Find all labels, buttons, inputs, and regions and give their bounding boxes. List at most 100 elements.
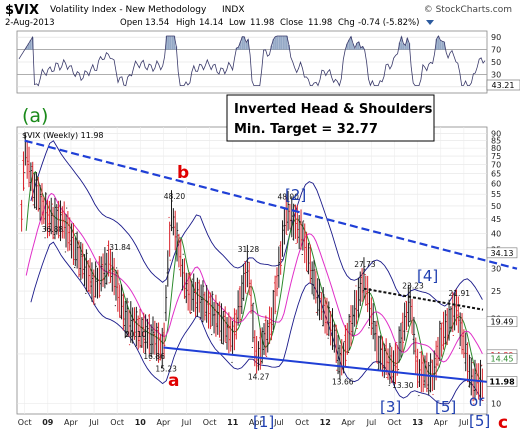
- upper-band: [30, 140, 483, 307]
- chg-value: -0.74 (-5.82%): [358, 18, 419, 28]
- right-value-label: 19.49: [491, 318, 514, 327]
- price-annotation-label: 20.10: [125, 330, 147, 339]
- price-annotation-label: 23.23: [402, 282, 424, 291]
- wave-label-a: a: [168, 371, 179, 391]
- x-tick-label: Apr: [64, 418, 79, 427]
- header-date: 2-Aug-2013: [5, 18, 55, 28]
- open-label: Open: [120, 18, 143, 28]
- price-annotation-label: 31.28: [238, 245, 260, 254]
- x-tick-label: 09: [42, 418, 54, 427]
- right-value-label: 34.13: [491, 249, 514, 258]
- x-tick-label: Jul: [181, 418, 192, 427]
- price-annotation-label: 13.66: [332, 378, 354, 387]
- price-annotation-label: 14.27: [248, 372, 270, 381]
- x-tick-label: Apr: [434, 418, 449, 427]
- wave-label-b: b: [177, 163, 189, 183]
- x-tick-label: Oct: [110, 418, 124, 427]
- price-annotation-label: 27.73: [354, 260, 376, 269]
- x-tick-label: Oct: [18, 418, 32, 427]
- indicator-value-box: [486, 79, 520, 91]
- trendlines: [24, 139, 518, 384]
- price-annotation-label: 48.20: [164, 192, 186, 201]
- x-tick-label: 11: [227, 418, 239, 427]
- annotation-box: [226, 94, 435, 142]
- price-tick-label: 40: [491, 229, 501, 238]
- price-annotation-label: 15.23: [155, 364, 177, 373]
- wave-label-2: [2]: [285, 186, 306, 204]
- short-ma-line: [25, 170, 483, 382]
- x-tick-label: Apr: [249, 418, 264, 427]
- right-value-box: [486, 353, 518, 364]
- wave-label-1: [1]: [253, 413, 274, 429]
- x-tick-label: Oct: [295, 418, 309, 427]
- right-value-label: 14.45: [491, 354, 514, 363]
- price-annotation-label: 48.00: [277, 192, 299, 201]
- neckline-dotted-trendline: [363, 287, 484, 311]
- price-tick-label: 55: [491, 190, 501, 199]
- price-tick-label: 85: [491, 137, 501, 146]
- high-label: High: [176, 18, 196, 28]
- price-tick-label: 10: [491, 400, 501, 409]
- moving-averages: [25, 170, 483, 382]
- x-tick-label: Apr: [341, 418, 356, 427]
- price-tick-label: 90: [491, 130, 501, 139]
- watermark: © StockCharts.com: [424, 5, 512, 15]
- price-tick-label: 65: [491, 170, 501, 179]
- indicator-line: [18, 35, 486, 87]
- annotation-line1: Inverted Head & Shoulders: [234, 102, 433, 117]
- x-ticks: Oct 09 Apr Jul Oct 10 Apr Jul Oct 11 Apr Jul Oct 12 Ap…: [18, 418, 469, 427]
- x-tick-label: Jul: [273, 418, 284, 427]
- indicator-value: 43.21: [492, 81, 515, 90]
- wave-label-3: [3]: [380, 398, 401, 416]
- lower-support-trendline: [163, 346, 493, 384]
- indicator-tick-label: 70: [491, 46, 501, 55]
- x-tick-label: Apr: [156, 418, 171, 427]
- price-annotation-label: 21.91: [449, 289, 471, 298]
- price-tick-label: 50: [491, 202, 501, 211]
- x-tick-label: Oct: [388, 418, 402, 427]
- price-bars: [20, 132, 484, 405]
- price-tick-label: 70: [491, 161, 501, 170]
- high-value: 14.14: [199, 18, 223, 28]
- right-value-box: [486, 376, 518, 387]
- header-name: Volatility Index - New Methodology: [50, 5, 207, 15]
- price-annotation-label: 16.86: [143, 352, 165, 361]
- price-tick-label: 45: [491, 215, 501, 224]
- low-label: Low: [229, 18, 246, 28]
- price-ticks: 9085807570656055504540353025201510: [491, 130, 501, 409]
- dropdown-arrow-icon[interactable]: [426, 20, 434, 25]
- price-annotation-label: 31.84: [109, 243, 131, 252]
- x-tick-label: 10: [135, 418, 147, 427]
- price-labels: 36.88 31.84 20.10 16.86 15.23 48.20 31.28 14.27…: [42, 192, 471, 390]
- x-tick-label: Jul: [458, 418, 469, 427]
- chg-label: Chg: [338, 18, 355, 28]
- low-value: 11.98: [250, 18, 274, 28]
- annotation-line2: Min. Target = 32.77: [234, 122, 378, 137]
- right-value-box: [486, 247, 518, 259]
- wave-label-or: or: [469, 392, 485, 410]
- wave-label-c: c: [498, 413, 508, 429]
- indicator-tick-label: 90: [491, 33, 501, 42]
- right-value-box: [486, 316, 518, 328]
- x-tick-label: 12: [320, 418, 331, 427]
- x-tick-label: 13: [412, 418, 423, 427]
- upper-dashed-trendline: [24, 139, 518, 270]
- price-tick-label: 30: [491, 265, 501, 274]
- x-tick-label: Jul: [88, 418, 99, 427]
- indicator-tick-label: 30: [491, 70, 501, 79]
- price-tick-label: 75: [491, 152, 501, 161]
- x-tick-label: Jul: [366, 418, 377, 427]
- header-exchange: INDX: [222, 5, 244, 15]
- price-tick-label: 80: [491, 144, 501, 153]
- close-value: 11.98: [308, 18, 332, 28]
- price-legend: $VIX (Weekly) 11.98: [22, 131, 104, 140]
- wave-label-5: [5]: [435, 398, 456, 416]
- open-value: 13.54: [145, 18, 169, 28]
- price-tick-label: 60: [491, 179, 501, 188]
- close-label: Close: [280, 18, 303, 28]
- price-annotation-label: 13.30: [392, 381, 414, 390]
- header-symbol: $VIX: [5, 3, 39, 18]
- indicator-tick-label: 50: [491, 58, 501, 67]
